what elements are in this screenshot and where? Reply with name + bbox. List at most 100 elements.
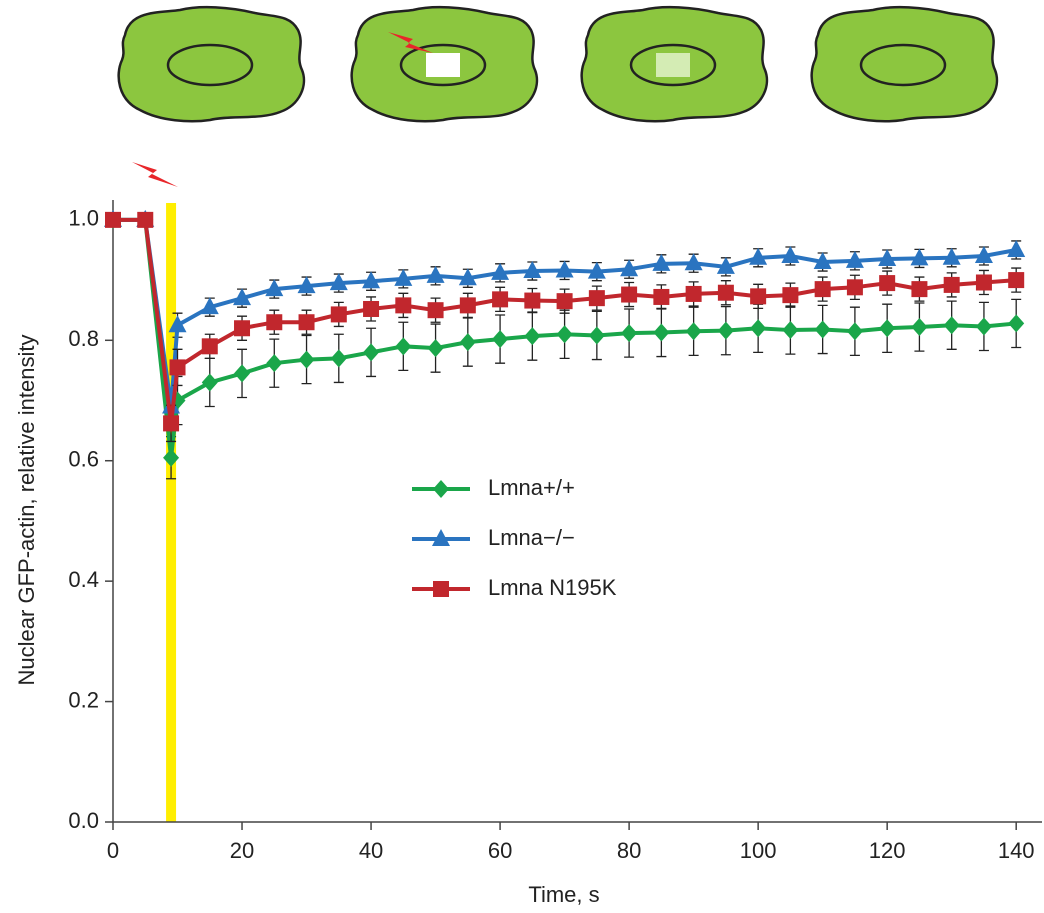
x-tick-label: 20	[230, 838, 254, 863]
marker	[975, 274, 992, 291]
marker	[266, 314, 283, 331]
marker	[266, 354, 283, 373]
marker	[750, 288, 767, 305]
marker	[846, 279, 863, 296]
marker	[943, 276, 960, 293]
marker	[974, 245, 993, 263]
marker	[458, 268, 477, 286]
marker	[911, 318, 928, 337]
marker	[163, 448, 180, 467]
legend-label: Lmna N195K	[488, 575, 617, 600]
legend-marker	[432, 529, 450, 546]
series	[105, 211, 1025, 443]
marker	[782, 321, 799, 340]
marker	[588, 290, 605, 307]
marker	[555, 260, 574, 278]
marker	[587, 261, 606, 279]
x-tick-label: 0	[107, 838, 119, 863]
series	[105, 210, 1025, 480]
marker	[491, 262, 510, 280]
legend-marker	[433, 581, 449, 597]
y-tick-label: 0.8	[68, 326, 99, 351]
legend-marker	[433, 480, 449, 498]
marker	[298, 314, 315, 331]
marker	[910, 248, 929, 266]
y-tick-label: 0.0	[68, 808, 99, 833]
marker	[975, 317, 992, 336]
marker	[201, 373, 218, 392]
marker	[395, 337, 412, 356]
marker	[685, 285, 702, 302]
marker	[459, 333, 476, 352]
y-tick-label: 1.0	[68, 206, 99, 231]
marker	[750, 319, 767, 338]
marker	[814, 281, 831, 298]
marker	[265, 279, 284, 297]
marker	[717, 321, 734, 340]
marker	[684, 253, 703, 271]
marker	[716, 256, 735, 274]
marker	[395, 297, 412, 314]
marker	[653, 288, 670, 305]
x-tick-label: 140	[998, 838, 1035, 863]
marker	[201, 338, 218, 355]
x-tick-label: 80	[617, 838, 641, 863]
marker	[200, 297, 219, 315]
y-axis-label: Nuclear GFP-actin, relative intensity	[14, 335, 39, 686]
x-axis-label: Time, s	[528, 882, 599, 907]
marker	[911, 281, 928, 298]
marker	[685, 322, 702, 341]
marker	[234, 364, 251, 383]
cell-diagrams	[117, 5, 999, 187]
marker	[749, 247, 768, 265]
marker	[621, 286, 638, 303]
marker	[620, 259, 639, 277]
marker	[362, 271, 381, 289]
marker	[524, 292, 541, 309]
marker	[363, 300, 380, 317]
y-tick-label: 0.2	[68, 687, 99, 712]
marker	[329, 273, 348, 291]
marker	[943, 316, 960, 335]
marker	[492, 330, 509, 349]
marker	[621, 324, 638, 343]
legend-label: Lmna+/+	[488, 475, 575, 500]
marker	[782, 287, 799, 304]
x-tick-label: 100	[740, 838, 777, 863]
marker	[233, 288, 252, 306]
marker	[717, 284, 734, 301]
marker	[814, 320, 831, 339]
marker	[846, 322, 863, 341]
marker	[556, 293, 573, 310]
marker	[427, 302, 444, 319]
marker	[813, 252, 832, 270]
marker	[524, 327, 541, 346]
marker	[394, 268, 413, 286]
marker	[234, 320, 251, 337]
marker	[330, 306, 347, 323]
marker	[879, 275, 896, 292]
marker	[298, 350, 315, 369]
marker	[845, 250, 864, 268]
marker	[652, 253, 671, 271]
marker	[556, 325, 573, 344]
marker	[781, 245, 800, 263]
marker	[1008, 314, 1025, 333]
marker	[168, 315, 187, 333]
y-tick-label: 0.6	[68, 447, 99, 472]
marker	[105, 211, 121, 228]
marker	[942, 247, 961, 265]
marker	[363, 343, 380, 362]
marker	[878, 249, 897, 267]
marker	[523, 261, 542, 279]
marker	[1008, 272, 1025, 289]
x-tick-label: 40	[359, 838, 383, 863]
y-tick-label: 0.4	[68, 567, 99, 592]
marker	[169, 359, 186, 376]
marker	[137, 211, 154, 228]
marker	[459, 297, 476, 314]
marker	[163, 415, 180, 432]
marker	[879, 319, 896, 338]
marker	[297, 276, 316, 294]
